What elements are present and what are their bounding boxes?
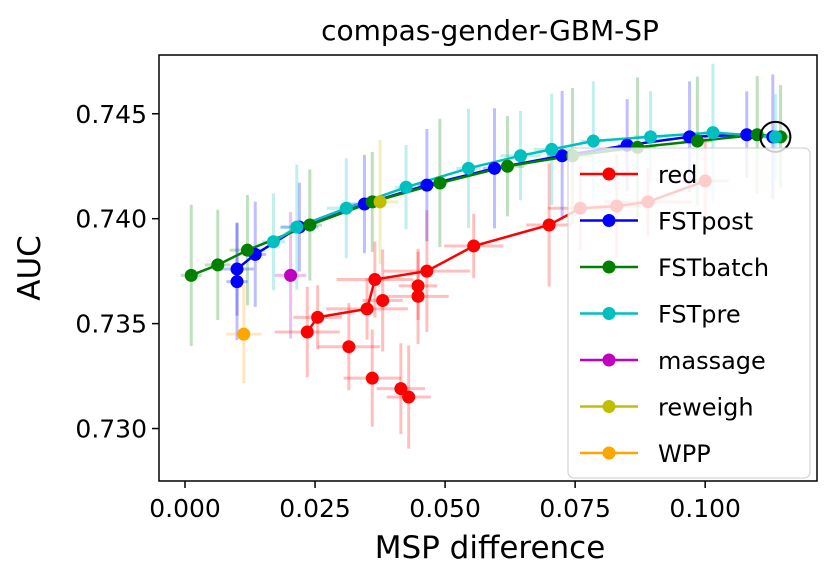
point-FSTbatch-6 [501, 159, 515, 173]
point-FSTpost-10 [740, 128, 754, 142]
point-red-3 [360, 302, 374, 316]
point-FSTpre-9 [706, 126, 720, 140]
point-FSTpre-2 [339, 201, 353, 215]
point-reweigh-0 [373, 195, 387, 209]
point-FSTpre-8 [644, 130, 658, 144]
point-red-2 [342, 340, 356, 354]
point-FSTpre-4 [461, 161, 475, 175]
legend-marker-massage [602, 353, 616, 367]
point-FSTpost-5 [420, 178, 434, 192]
point-FSTpost-7 [555, 149, 569, 163]
point-red-4 [365, 371, 379, 385]
point-FSTpost-0 [230, 275, 244, 289]
legend-label-FSTpost: FSTpost [658, 208, 753, 236]
x-tick-label-3: 0.075 [539, 494, 611, 523]
point-red-7 [394, 382, 408, 396]
point-red-13 [542, 218, 556, 232]
point-FSTpre-0 [266, 235, 280, 249]
point-red-10 [411, 279, 425, 293]
y-tick-label-2: 0.740 [75, 205, 147, 234]
legend-marker-red [602, 167, 616, 181]
chart-title: compas-gender-GBM-SP [321, 14, 659, 47]
legend-marker-FSTpre [602, 307, 616, 320]
point-FSTbatch-3 [303, 218, 317, 232]
x-axis-label: MSP difference [375, 530, 606, 566]
y-axis-label: AUC [12, 235, 48, 301]
legend-marker-FSTpost [602, 214, 616, 227]
x-tick-label-0: 0.000 [149, 494, 221, 523]
y-axis-ticks: 0.730 0.735 0.740 0.745 [75, 100, 159, 444]
point-massage-0 [284, 268, 298, 282]
point-FSTbatch-1 [211, 258, 225, 272]
point-WPP-0 [237, 327, 251, 341]
x-axis-ticks: 0.000 0.025 0.050 0.075 0.100 [149, 481, 741, 523]
point-red-11 [420, 264, 434, 278]
legend-label-reweigh: reweigh [658, 394, 754, 422]
legend-label-massage: massage [658, 347, 766, 375]
y-tick-label-1: 0.735 [75, 310, 147, 339]
legend-label-red: red [658, 161, 697, 189]
point-red-1 [311, 310, 325, 324]
legend-marker-FSTbatch [602, 260, 616, 274]
point-FSTpre-3 [399, 180, 413, 194]
legend-label-WPP: WPP [658, 440, 711, 468]
point-red-5 [368, 273, 382, 287]
point-FSTpre-6 [545, 142, 559, 156]
point-red-12 [467, 239, 481, 253]
point-FSTbatch-2 [240, 243, 254, 257]
legend-label-FSTbatch: FSTbatch [658, 254, 769, 282]
point-FSTpre-1 [290, 220, 304, 234]
point-FSTbatch-0 [184, 268, 198, 282]
legend-marker-WPP [602, 446, 616, 460]
x-tick-label-4: 0.100 [669, 494, 741, 523]
point-FSTpre-7 [586, 134, 600, 148]
point-red-8 [402, 390, 416, 404]
point-FSTpost-1 [230, 262, 244, 276]
y-tick-label-3: 0.745 [75, 100, 147, 129]
legend-label-FSTpre: FSTpre [658, 301, 741, 329]
point-red-0 [300, 325, 314, 339]
point-FSTpre-10 [768, 130, 782, 144]
point-red-6 [376, 294, 390, 308]
legend: red FSTpost FSTbatch FSTpre massage reweigh WP… [567, 147, 811, 479]
point-red-9 [411, 289, 425, 303]
x-tick-label-2: 0.050 [409, 494, 481, 523]
point-FSTpost-6 [488, 161, 502, 175]
plot-frame [158, 54, 818, 482]
point-FSTpre-5 [514, 149, 528, 163]
point-FSTbatch-9 [690, 134, 704, 148]
y-tick-label-0: 0.730 [75, 415, 147, 444]
legend-box [567, 147, 811, 479]
point-FSTbatch-5 [433, 176, 447, 190]
legend-marker-reweigh [602, 400, 616, 413]
x-tick-label-1: 0.025 [279, 494, 351, 523]
